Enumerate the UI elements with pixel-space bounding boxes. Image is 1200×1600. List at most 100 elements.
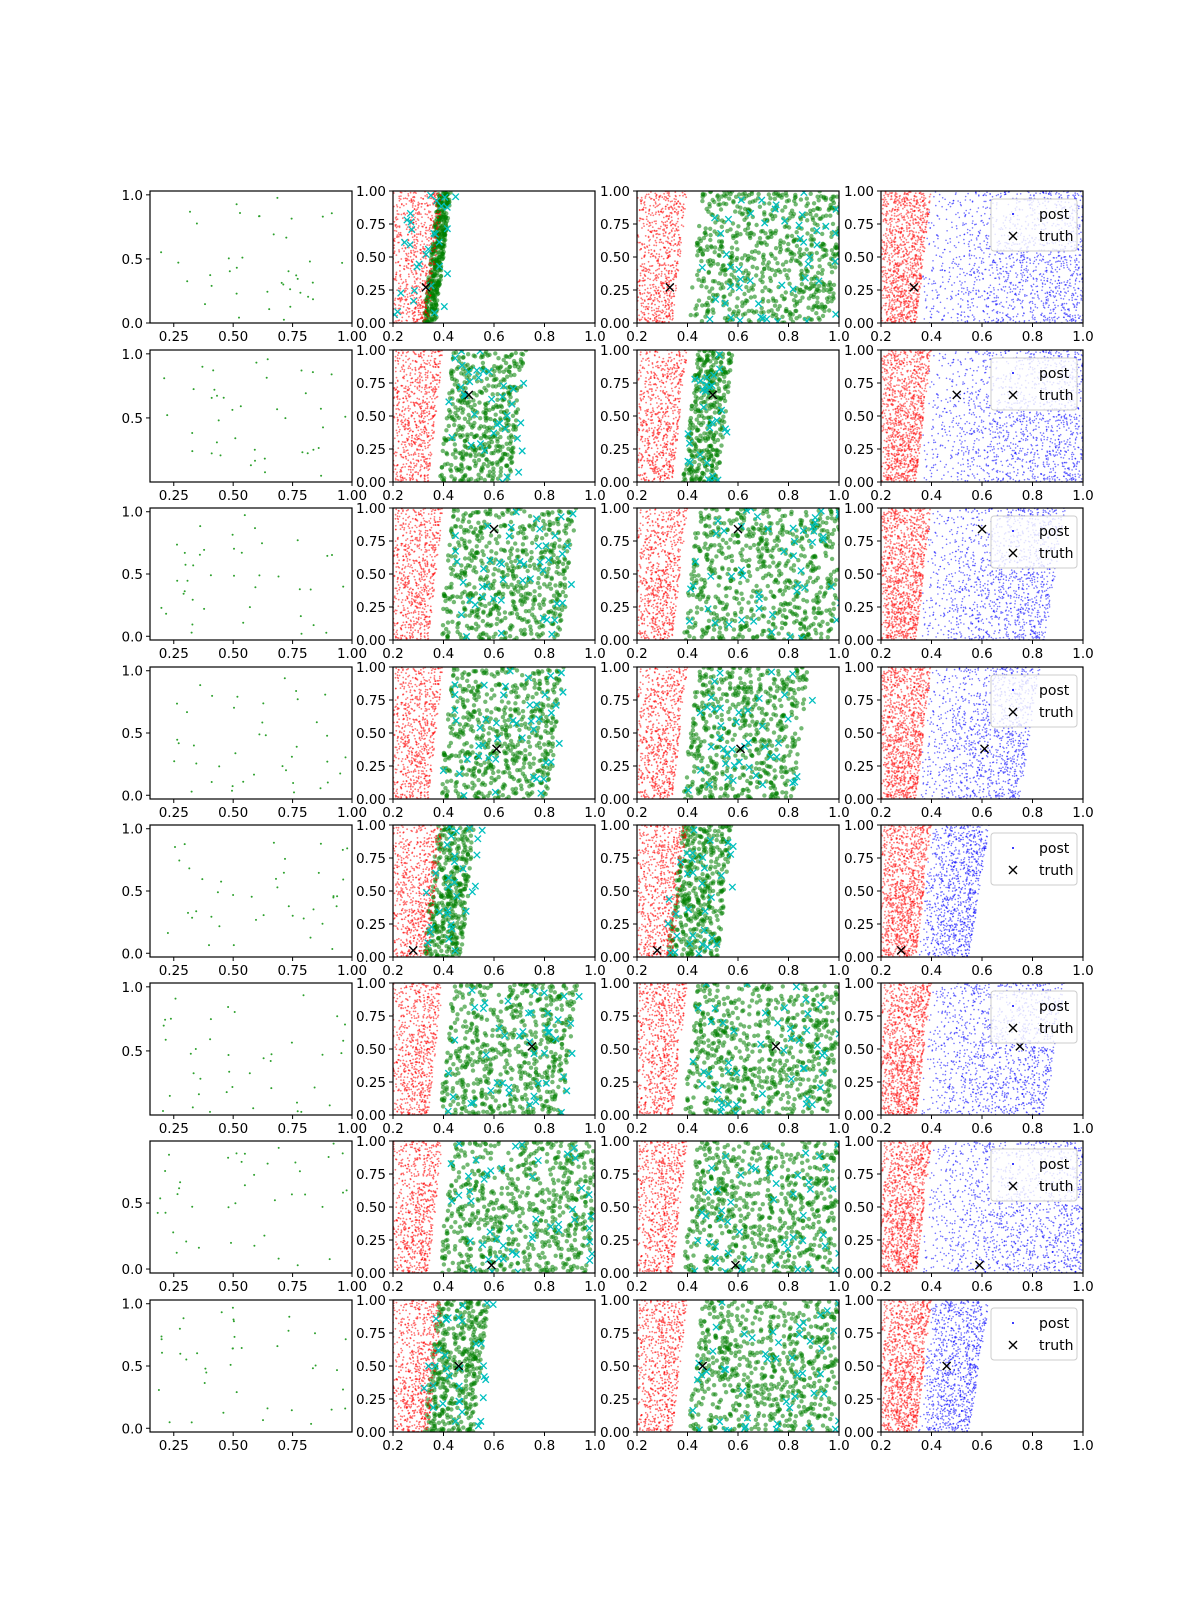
red-point	[891, 230, 894, 233]
red-point	[435, 213, 437, 215]
red-point	[418, 303, 421, 306]
red-point	[667, 254, 669, 257]
red-point	[889, 280, 891, 282]
red-point	[678, 244, 681, 246]
red-point	[668, 281, 670, 283]
blue-point	[967, 300, 969, 303]
red-point	[399, 300, 402, 303]
red-point	[902, 269, 905, 272]
red-point	[682, 225, 685, 228]
red-point	[901, 311, 903, 313]
blue-point	[988, 286, 990, 289]
red-point	[913, 292, 916, 294]
green-point	[760, 270, 765, 275]
red-point	[644, 318, 647, 321]
cyan-cross	[397, 289, 405, 297]
green-point	[695, 240, 700, 246]
blue-point	[957, 241, 960, 244]
red-point	[653, 309, 656, 312]
red-point	[641, 293, 644, 295]
red-point	[395, 226, 398, 229]
blue-point	[930, 222, 933, 224]
blue-point	[1019, 259, 1021, 262]
cyan-cross	[832, 310, 839, 318]
green-point	[782, 267, 787, 273]
green-point	[708, 226, 713, 231]
red-point	[420, 213, 422, 216]
blue-point	[1052, 271, 1054, 274]
blue-point	[1002, 270, 1005, 273]
blue-point	[998, 276, 1000, 279]
red-point	[666, 203, 669, 206]
blue-point	[1048, 294, 1051, 296]
sample-point	[239, 212, 241, 214]
red-point	[901, 244, 903, 247]
green-point	[770, 216, 775, 222]
red-point	[404, 279, 407, 281]
green-point	[706, 295, 712, 301]
green-point	[760, 279, 765, 285]
sample-point	[280, 281, 283, 284]
red-point	[395, 216, 398, 218]
green-point	[778, 244, 783, 249]
sample-point	[177, 261, 180, 264]
red-point	[911, 271, 913, 274]
blue-point	[1077, 194, 1080, 196]
red-point	[429, 288, 432, 290]
red-point	[414, 282, 416, 284]
red-point	[896, 248, 899, 251]
red-point	[655, 277, 658, 279]
red-point	[891, 304, 894, 306]
red-point	[926, 220, 928, 222]
red-point	[660, 275, 663, 277]
blue-point	[1036, 290, 1038, 293]
blue-point	[1076, 272, 1078, 275]
blue-point	[1018, 293, 1020, 296]
green-point	[716, 197, 721, 202]
red-point	[427, 204, 429, 207]
blue-point	[1047, 261, 1050, 263]
red-point	[882, 273, 885, 276]
red-point	[919, 246, 922, 249]
green-point	[826, 207, 831, 213]
red-point	[650, 303, 653, 305]
green-point	[742, 291, 747, 297]
red-point	[422, 245, 424, 248]
blue-point	[983, 319, 986, 321]
red-point	[905, 317, 907, 319]
blue-point	[1029, 258, 1031, 260]
red-point	[909, 211, 912, 213]
green-point	[789, 233, 795, 239]
blue-point	[1028, 191, 1030, 194]
green-point	[716, 252, 721, 258]
red-point	[645, 193, 648, 196]
blue-point	[1070, 285, 1072, 287]
blue-point	[1054, 304, 1056, 307]
blue-point	[1086, 278, 1088, 280]
blue-point	[1090, 209, 1092, 211]
red-point	[648, 208, 651, 211]
red-point	[905, 275, 908, 277]
blue-point	[937, 247, 939, 249]
green-point	[707, 204, 712, 209]
red-point	[894, 236, 897, 239]
green-point	[792, 303, 798, 308]
red-point	[644, 235, 647, 237]
blue-point	[963, 233, 966, 236]
red-point	[894, 197, 897, 200]
green-point	[740, 256, 745, 261]
red-point	[888, 269, 890, 272]
red-point	[907, 267, 910, 270]
red-point	[641, 218, 644, 221]
red-point	[419, 295, 422, 297]
red-point	[670, 303, 672, 305]
red-point	[896, 208, 899, 211]
blue-point	[1057, 279, 1060, 282]
red-point	[648, 306, 650, 308]
red-point	[424, 195, 427, 197]
red-point	[661, 207, 664, 210]
red-point	[887, 213, 889, 215]
red-point	[419, 278, 422, 280]
red-point	[886, 211, 889, 214]
blue-point	[1023, 274, 1026, 277]
